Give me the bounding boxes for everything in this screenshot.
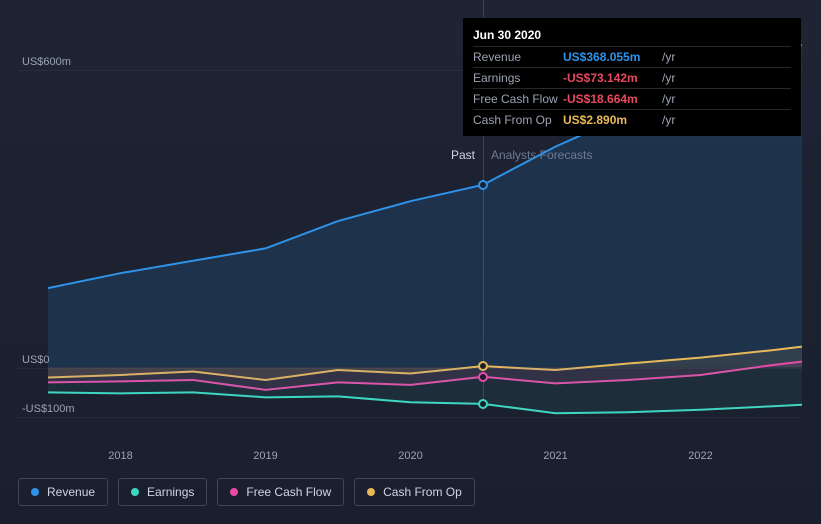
tooltip-row-unit: /yr — [662, 92, 675, 106]
tooltip-row-label: Earnings — [473, 71, 563, 85]
financial-chart: US$600m US$0 -US$100m 2018 2019 2020 2021 2022… — [0, 0, 821, 524]
legend: Revenue Earnings Free Cash Flow Cash From O… — [18, 478, 475, 506]
x-tick-label: 2022 — [688, 450, 712, 462]
series-marker — [478, 372, 488, 382]
tooltip-row-value: US$2.890m — [563, 113, 658, 127]
legend-label: Revenue — [47, 485, 95, 499]
series-marker — [478, 180, 488, 190]
legend-item[interactable]: Revenue — [18, 478, 108, 506]
tooltip-row-value: -US$73.142m — [563, 71, 658, 85]
tooltip-row-unit: /yr — [662, 113, 675, 127]
tooltip-row: Free Cash Flow-US$18.664m/yr — [473, 88, 791, 109]
legend-item[interactable]: Earnings — [118, 478, 207, 506]
tooltip-row: RevenueUS$368.055m/yr — [473, 46, 791, 67]
series-marker — [478, 399, 488, 409]
tooltip-date: Jun 30 2020 — [473, 24, 791, 46]
tooltip: Jun 30 2020 RevenueUS$368.055m/yrEarning… — [463, 18, 801, 136]
legend-dot-icon — [131, 488, 139, 496]
tooltip-row-value: -US$18.664m — [563, 92, 658, 106]
series-marker — [478, 361, 488, 371]
legend-dot-icon — [230, 488, 238, 496]
gridline — [18, 417, 803, 418]
x-tick-label: 2021 — [543, 450, 567, 462]
series-area — [48, 368, 802, 414]
gridline — [18, 368, 803, 369]
tooltip-row-label: Revenue — [473, 50, 563, 64]
tooltip-row-label: Cash From Op — [473, 113, 563, 127]
x-tick-label: 2020 — [398, 450, 422, 462]
tooltip-row-unit: /yr — [662, 50, 675, 64]
x-tick-label: 2019 — [253, 450, 277, 462]
legend-label: Cash From Op — [383, 485, 462, 499]
legend-item[interactable]: Free Cash Flow — [217, 478, 344, 506]
tooltip-row-value: US$368.055m — [563, 50, 658, 64]
legend-dot-icon — [31, 488, 39, 496]
tooltip-row: Cash From OpUS$2.890m/yr — [473, 109, 791, 130]
legend-item[interactable]: Cash From Op — [354, 478, 475, 506]
tooltip-row-unit: /yr — [662, 71, 675, 85]
tooltip-row-label: Free Cash Flow — [473, 92, 563, 106]
x-tick-label: 2018 — [108, 450, 132, 462]
legend-label: Earnings — [147, 485, 194, 499]
forecast-label: Analysts Forecasts — [491, 148, 592, 162]
y-tick-label: -US$100m — [22, 403, 75, 415]
legend-dot-icon — [367, 488, 375, 496]
legend-label: Free Cash Flow — [246, 485, 331, 499]
tooltip-row: Earnings-US$73.142m/yr — [473, 67, 791, 88]
past-label: Past — [451, 148, 475, 162]
y-tick-label: US$600m — [22, 56, 71, 68]
y-tick-label: US$0 — [22, 354, 50, 366]
